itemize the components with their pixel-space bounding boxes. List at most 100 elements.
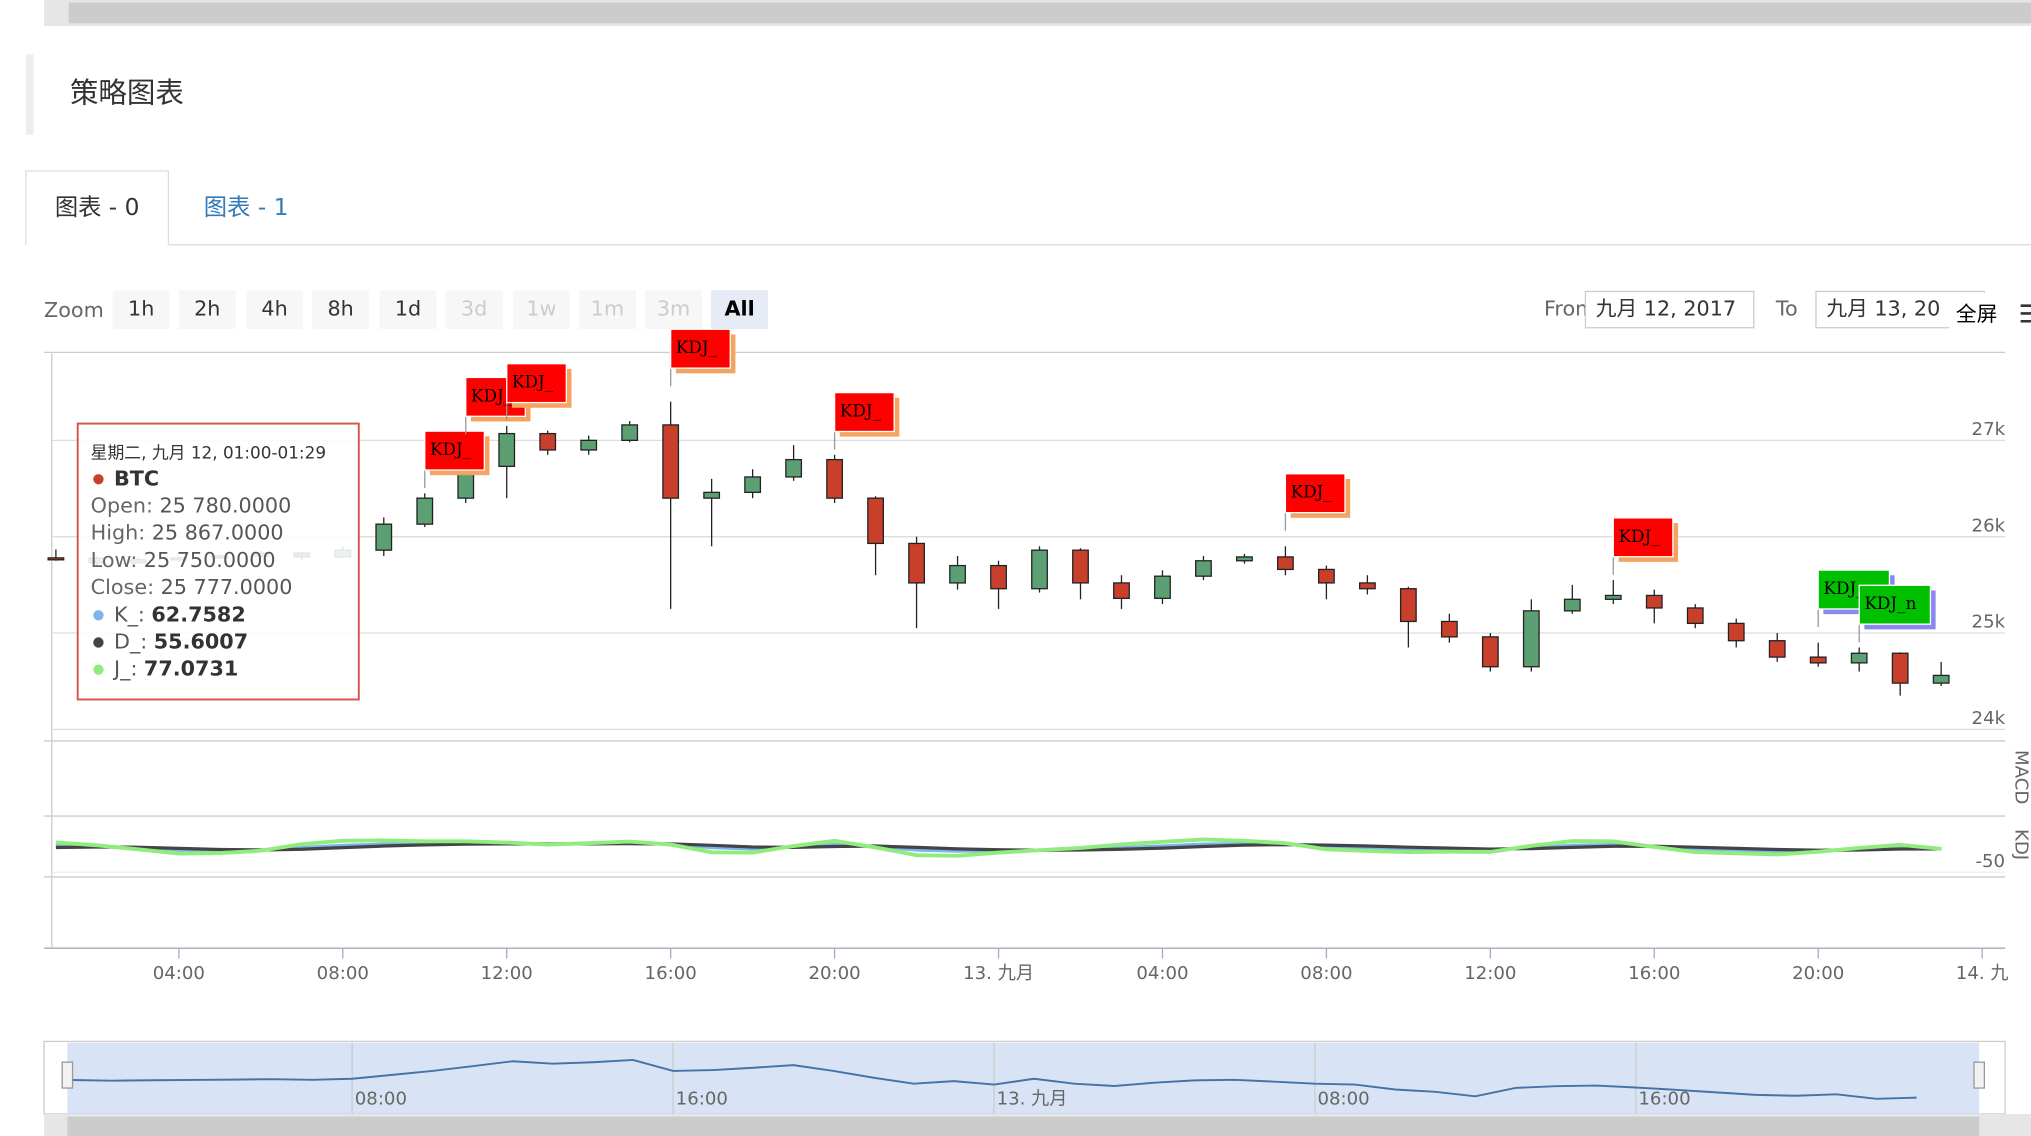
flag-label: KDJ_	[512, 372, 554, 392]
zoom-button-label[interactable]: 1h	[128, 297, 154, 321]
x-tick-label: 16:00	[1628, 963, 1680, 984]
zoom-button[interactable]	[312, 290, 370, 330]
tooltip-value: 55.6007	[154, 629, 248, 653]
candle-body	[744, 476, 762, 494]
x-tick-label: 20:00	[1792, 963, 1844, 984]
fullscreen-button[interactable]: 全屏	[1956, 302, 1997, 326]
y-tick-label: 25k	[1972, 612, 2006, 633]
tab[interactable]: 图表 - 1	[204, 194, 289, 221]
tooltip-label: D_:	[114, 629, 147, 654]
x-tick-label: 08:00	[1300, 963, 1352, 984]
candle-body	[826, 458, 844, 499]
menu-icon[interactable]	[2020, 304, 2031, 323]
tooltip-value: 25 867.0000	[152, 521, 284, 545]
flag[interactable]	[1612, 517, 1674, 558]
candle-body	[1072, 549, 1089, 584]
flag[interactable]	[1858, 584, 1932, 625]
candle-body	[621, 424, 639, 441]
indicator-line	[55, 842, 1942, 852]
x-tick-label: 08:00	[317, 963, 369, 984]
scrollbar-thumb[interactable]	[67, 1116, 1980, 1136]
to-value[interactable]: 九月 13, 20	[1826, 297, 1940, 321]
legend-dot	[93, 664, 104, 675]
zoom-button-label[interactable]: 8h	[327, 297, 353, 321]
candle-body	[1195, 560, 1212, 577]
flag[interactable]	[833, 391, 895, 433]
zoom-button[interactable]	[178, 290, 236, 330]
legend-dot	[93, 637, 104, 648]
flag-label: KDJ_	[1291, 482, 1333, 502]
flag[interactable]	[670, 328, 731, 369]
x-tick-label: 12:00	[481, 963, 533, 984]
flag-label: KDJ_	[471, 385, 513, 405]
y-tick-label: 24k	[1972, 708, 2006, 729]
pane-borders	[44, 351, 2006, 949]
flag-label: KDJ_	[430, 439, 472, 459]
x-tick-label: 13. 九月	[963, 963, 1034, 984]
candle-body	[47, 557, 65, 561]
y-tick-label: 27k	[1972, 419, 2006, 440]
zoom-button-label[interactable]: 4h	[261, 297, 287, 321]
flag[interactable]	[506, 363, 567, 404]
navigator-line	[71, 1058, 1917, 1100]
zoom-button[interactable]	[246, 290, 304, 330]
scrollbar-thumb[interactable]	[68, 2, 2031, 24]
page-title: 策略图表	[70, 77, 184, 110]
tooltip-label: K_:	[114, 602, 145, 627]
candle-body	[1809, 656, 1827, 664]
zoom-button[interactable]	[112, 290, 170, 330]
candle-body	[1399, 588, 1417, 623]
zoom-button-label[interactable]: All	[724, 297, 754, 321]
flag-label: KDJ_n	[1864, 593, 1916, 613]
navigator-label: 08:00	[355, 1089, 407, 1110]
candle-body	[990, 564, 1007, 590]
candle-body	[1686, 607, 1704, 625]
flag[interactable]	[1284, 473, 1346, 514]
candle-body	[1563, 598, 1581, 612]
zoom-button-label[interactable]: 2h	[194, 297, 220, 321]
navigator-mask[interactable]	[67, 1042, 1980, 1114]
navigator-label: 08:00	[1317, 1089, 1369, 1110]
zoom-button	[645, 290, 703, 330]
plot: 24k 25k 26k 27k 04:00 08:00 12:00 16:00 20:00 13.…	[47, 328, 2009, 1114]
tooltip-label: Open:	[91, 493, 153, 517]
candle-body	[1604, 594, 1622, 600]
x-tick-label: 16:00	[645, 963, 697, 984]
tooltip-value: 25 750.0000	[144, 548, 276, 572]
candle-body	[949, 564, 966, 584]
tab[interactable]: 图表 - 0	[55, 194, 140, 221]
active-tab[interactable]	[25, 170, 170, 245]
navigator-label: 16:00	[676, 1089, 728, 1110]
legend-dot	[93, 474, 104, 485]
zoom-button-label: 1w	[526, 297, 556, 321]
from-value[interactable]: 九月 12, 2017	[1596, 297, 1736, 321]
navigator-label: 13. 九月	[997, 1089, 1068, 1110]
zoom-button-label[interactable]: 1d	[395, 297, 421, 321]
candle-body	[1154, 575, 1171, 599]
candle-body	[1358, 582, 1376, 590]
x-tick-label: 04:00	[153, 963, 205, 984]
navigator-handle[interactable]	[1973, 1061, 1986, 1089]
tooltip-label: High:	[91, 521, 146, 545]
candle-body	[1481, 636, 1499, 668]
candle-body	[1522, 610, 1540, 668]
pane-label: KDJ	[2011, 829, 2031, 860]
from-input[interactable]	[1584, 290, 1755, 329]
navigator-handle[interactable]	[61, 1061, 74, 1089]
zoom-button[interactable]	[379, 290, 437, 330]
zoom-button-label: 3d	[461, 297, 487, 321]
candle-body	[498, 432, 516, 467]
candle-body	[1850, 652, 1868, 664]
x-tick-label: 12:00	[1464, 963, 1516, 984]
title-bar	[25, 54, 34, 135]
candle-body	[908, 542, 925, 584]
tooltip-label: Close:	[91, 575, 154, 599]
candle-body	[1236, 556, 1253, 562]
fullscreen-bg	[1949, 292, 2009, 332]
flag-label: KDJ_	[1618, 526, 1660, 546]
tooltip-title: 星期二, 九月 12, 01:00-01:29	[91, 442, 326, 462]
zoom-button[interactable]	[711, 290, 769, 330]
zoom-button-label: 3m	[657, 297, 690, 321]
flag[interactable]	[424, 430, 485, 471]
